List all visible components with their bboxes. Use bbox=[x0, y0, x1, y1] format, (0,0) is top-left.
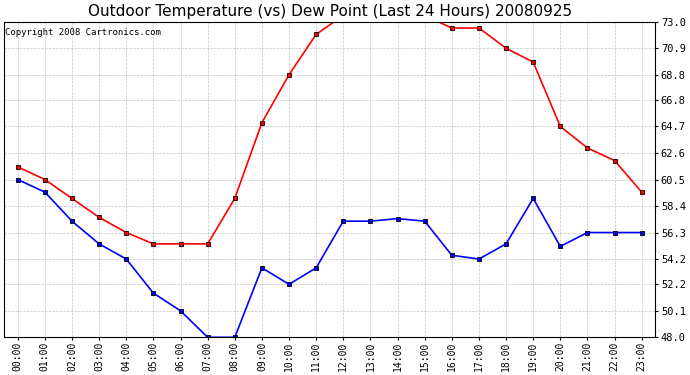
Text: Copyright 2008 Cartronics.com: Copyright 2008 Cartronics.com bbox=[6, 28, 161, 37]
Title: Outdoor Temperature (vs) Dew Point (Last 24 Hours) 20080925: Outdoor Temperature (vs) Dew Point (Last… bbox=[88, 4, 572, 19]
